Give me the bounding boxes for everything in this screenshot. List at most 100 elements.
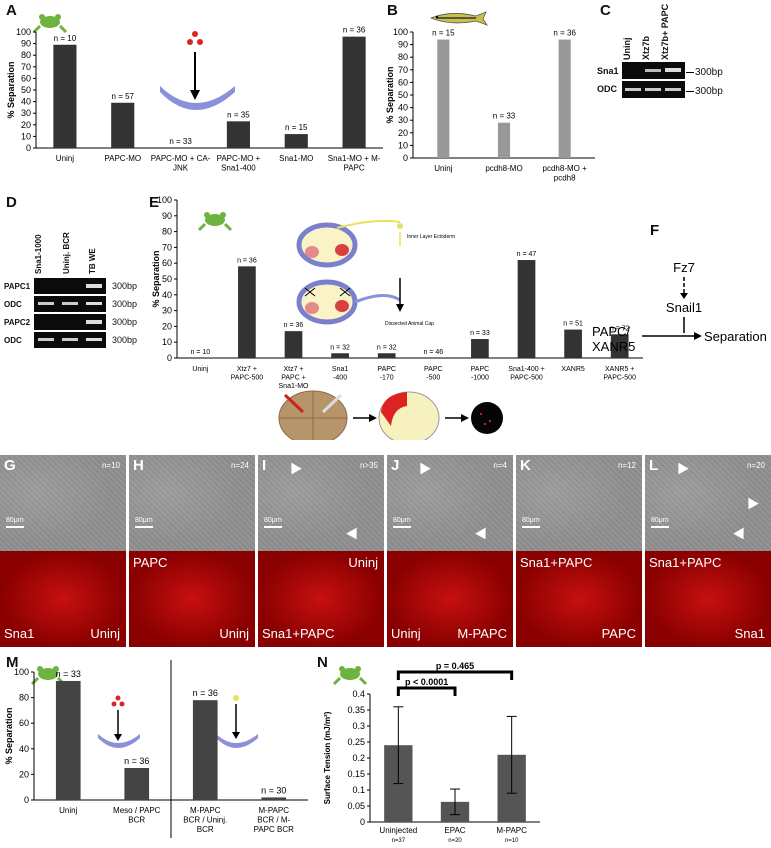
category-label: PAPC bbox=[377, 366, 396, 373]
bar bbox=[331, 353, 349, 358]
y-tick-label: 50 bbox=[21, 85, 31, 95]
category-label: pcdh8 bbox=[554, 174, 576, 183]
y-tick-label: 80 bbox=[162, 227, 172, 237]
y-axis-label: % Separation bbox=[151, 250, 161, 307]
y-tick-label: 60 bbox=[162, 258, 172, 268]
y-tick-label: 20 bbox=[162, 321, 172, 331]
category-label: PAPC-MO + bbox=[217, 154, 261, 163]
y-tick-label: 40 bbox=[21, 97, 31, 107]
category-label: Sna1-MO bbox=[279, 383, 310, 390]
gel-c: Uninj Xtz7b Xtz7b+ PAPC Sna1 ODC 300bp 3… bbox=[597, 0, 771, 110]
category-label: PAPC + bbox=[281, 374, 306, 381]
panel-letter: H bbox=[133, 457, 144, 474]
fluorescence-image bbox=[387, 551, 513, 647]
brightfield-image bbox=[645, 455, 771, 551]
diagram-text-cap: Dissected Animal Cap bbox=[385, 321, 434, 327]
y-tick-label: 100 bbox=[16, 27, 31, 37]
explant-diagram-meso bbox=[98, 695, 140, 748]
y-tick-label: 70 bbox=[162, 242, 172, 252]
micrograph-label: PAPC bbox=[601, 626, 636, 641]
gel-d-size: 300bp bbox=[112, 281, 138, 291]
brightfield-image bbox=[258, 455, 384, 551]
micrograph-label: Uninj bbox=[90, 626, 120, 641]
category-label: Sna1 bbox=[332, 366, 348, 373]
y-tick-label: 40 bbox=[19, 744, 29, 754]
y-tick-label: 0 bbox=[24, 795, 29, 805]
bar bbox=[610, 334, 629, 358]
node-papc: PAPC/ bbox=[592, 324, 630, 339]
gel-d-size: 300bp bbox=[112, 317, 138, 327]
y-tick-label: 0.15 bbox=[347, 769, 365, 779]
significance-bracket bbox=[396, 670, 514, 680]
y-tick-label: 40 bbox=[398, 103, 408, 113]
scale-bar bbox=[264, 526, 282, 528]
n-label: n = 47 bbox=[517, 251, 537, 258]
y-tick-label: 30 bbox=[21, 108, 31, 118]
category-label: Uninj bbox=[434, 164, 452, 173]
category-label: PAPC bbox=[424, 366, 443, 373]
bar bbox=[53, 44, 77, 149]
node-snail1: Snail1 bbox=[666, 300, 702, 315]
frog-icon bbox=[332, 666, 368, 686]
n-label: n=20 bbox=[448, 838, 462, 844]
n-label: n = 36 bbox=[193, 688, 218, 698]
scale-bar bbox=[6, 526, 24, 528]
n-label: n=10 bbox=[505, 838, 519, 844]
bar bbox=[192, 700, 218, 800]
bar bbox=[261, 797, 287, 800]
y-axis-label: % Separation bbox=[4, 707, 14, 764]
y-tick-label: 20 bbox=[19, 769, 29, 779]
gel-d-band-papc1 bbox=[34, 278, 106, 294]
panel-label-e: E bbox=[149, 194, 160, 211]
y-tick-label: 0 bbox=[403, 153, 408, 163]
gel-c-lane-label: Uninj bbox=[622, 37, 632, 61]
micrograph-label: Uninj bbox=[391, 626, 421, 641]
scale-bar bbox=[651, 526, 669, 528]
micrograph-label: Sna1 bbox=[734, 626, 765, 641]
category-label: JNK bbox=[173, 164, 189, 173]
gel-c-lane-label: Xtz7b bbox=[641, 35, 651, 60]
panel-label-n: N bbox=[317, 654, 328, 671]
micrograph-label: Sna1 bbox=[4, 626, 35, 641]
panel-label-m: M bbox=[6, 654, 19, 671]
diagram-f: Fz7 Snail1 PAPC/ XANR5 Separation bbox=[592, 260, 767, 354]
gel-c-size: 300bp bbox=[695, 67, 723, 78]
bar bbox=[558, 39, 571, 159]
fluorescence-image bbox=[129, 551, 255, 647]
y-tick-label: 70 bbox=[398, 65, 408, 75]
micrograph-label: Sna1+PAPC bbox=[649, 555, 722, 570]
gel-d-row-label: ODC bbox=[4, 336, 22, 345]
y-axis-label: % Separation bbox=[6, 61, 16, 118]
gel-d-lane-label: Uninj. BCR bbox=[62, 232, 71, 274]
category-label: PAPC bbox=[343, 164, 364, 173]
panel-label-c: C bbox=[600, 2, 611, 19]
panel-letter: G bbox=[4, 457, 16, 474]
y-axis-label: Surface Tension (mJ/m²) bbox=[323, 711, 332, 804]
bar bbox=[111, 102, 135, 148]
micrograph-label: Uninj bbox=[219, 626, 249, 641]
category-label: Sna1-MO + M- bbox=[328, 154, 381, 163]
scale-label: 80μm bbox=[651, 517, 669, 524]
y-tick-label: 0 bbox=[360, 817, 365, 827]
category-label: pcdh8-MO + bbox=[543, 164, 588, 173]
panel-label-f: F bbox=[650, 222, 660, 239]
category-label: BCR bbox=[128, 816, 145, 825]
explant-schematic bbox=[278, 390, 503, 440]
bar bbox=[284, 331, 303, 358]
n-label: n = 33 bbox=[470, 330, 490, 337]
category-label: PAPC-500 bbox=[603, 374, 636, 381]
n-label: n=20 bbox=[746, 461, 765, 470]
chart-e: Inner Layer Ectoderm Dissected Animal Ca… bbox=[151, 195, 643, 440]
category-label: EPAC bbox=[444, 826, 465, 835]
panel-label-d: D bbox=[6, 194, 17, 211]
n-label: n = 30 bbox=[261, 785, 286, 795]
category-label: -1000 bbox=[471, 374, 489, 381]
y-tick-label: 50 bbox=[398, 90, 408, 100]
gel-d-size: 300bp bbox=[112, 335, 138, 345]
gel-d-row-label: PAPC2 bbox=[4, 318, 31, 327]
category-label: Uninj bbox=[59, 806, 77, 815]
n-label: n = 36 bbox=[343, 26, 366, 35]
panel-label-b: B bbox=[387, 2, 398, 19]
